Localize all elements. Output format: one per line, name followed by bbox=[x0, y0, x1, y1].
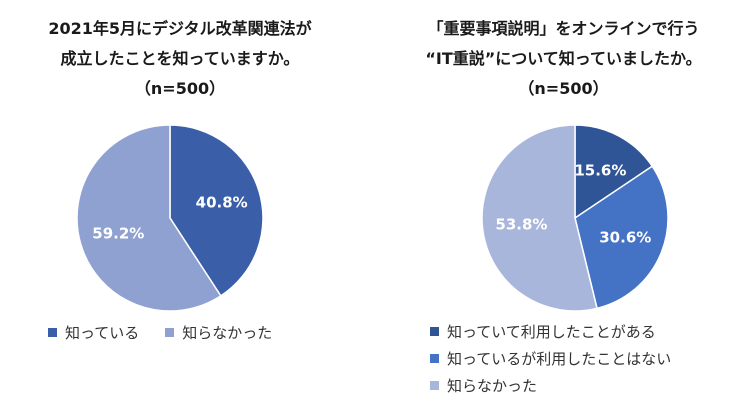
slice-data-label-1: 59.2% bbox=[92, 224, 144, 242]
pie-chart-it-explanation: 15.6% 30.6% 53.8% bbox=[481, 124, 669, 312]
chart-legend: 知っている 知らなかった bbox=[48, 320, 298, 344]
legend-label: 知っていて利用したことがある bbox=[447, 323, 656, 341]
legend-label: 知らなかった bbox=[447, 377, 538, 395]
legend-item-did-not-know: 知らなかった bbox=[165, 320, 272, 344]
chart-panel-it-explanation: 「重要事項説明」をオンラインで行う “IT重説”について知っていましたか。 （n… bbox=[385, 0, 742, 419]
pie-slice-1 bbox=[574, 165, 669, 310]
slice-data-label-1: 30.6% bbox=[599, 229, 651, 247]
pie-slice-1 bbox=[76, 124, 222, 312]
legend-item-did-not-know: 知らなかった bbox=[430, 372, 671, 399]
chart-title-line-1: 2021年5月にデジタル改革関連法が bbox=[48, 19, 312, 38]
chart-sample-size: （n=500） bbox=[134, 79, 226, 98]
legend-swatch bbox=[430, 381, 439, 390]
slice-data-label-0: 15.6% bbox=[574, 161, 626, 179]
legend-label: 知っているが利用したことはない bbox=[447, 350, 672, 368]
pie-slice-0 bbox=[574, 124, 654, 220]
chart-panel-digital-reform: 2021年5月にデジタル改革関連法が 成立したことを知っていますか。 （n=50… bbox=[0, 0, 360, 419]
legend-swatch bbox=[430, 354, 439, 363]
chart-title: 2021年5月にデジタル改革関連法が 成立したことを知っていますか。 （n=50… bbox=[0, 14, 360, 104]
legend-label: 知っている bbox=[65, 323, 140, 342]
pie-slice-2 bbox=[481, 124, 598, 312]
slice-data-label-2: 53.8% bbox=[495, 215, 547, 233]
chart-sample-size: （n=500） bbox=[518, 79, 609, 98]
legend-item-knew: 知っている bbox=[48, 320, 139, 344]
legend-swatch bbox=[48, 327, 57, 337]
legend-swatch bbox=[165, 327, 175, 337]
chart-title-line-2: “IT重説”について知っていましたか。 bbox=[425, 49, 702, 68]
legend-item-knew-and-used: 知っていて利用したことがある bbox=[430, 318, 671, 345]
chart-legend: 知っていて利用したことがある 知っているが利用したことはない 知らなかった bbox=[430, 318, 671, 399]
chart-title-line-1: 「重要事項説明」をオンラインで行う bbox=[427, 19, 700, 38]
legend-item-knew-not-used: 知っているが利用したことはない bbox=[430, 345, 671, 372]
chart-title-line-2: 成立したことを知っていますか。 bbox=[60, 49, 300, 68]
pie-chart-digital-reform: 40.8% 59.2% bbox=[76, 124, 264, 312]
legend-swatch bbox=[430, 327, 439, 336]
chart-title: 「重要事項説明」をオンラインで行う “IT重説”について知っていましたか。 （n… bbox=[385, 14, 742, 104]
slice-data-label-0: 40.8% bbox=[196, 194, 248, 212]
legend-label: 知らなかった bbox=[182, 323, 273, 342]
